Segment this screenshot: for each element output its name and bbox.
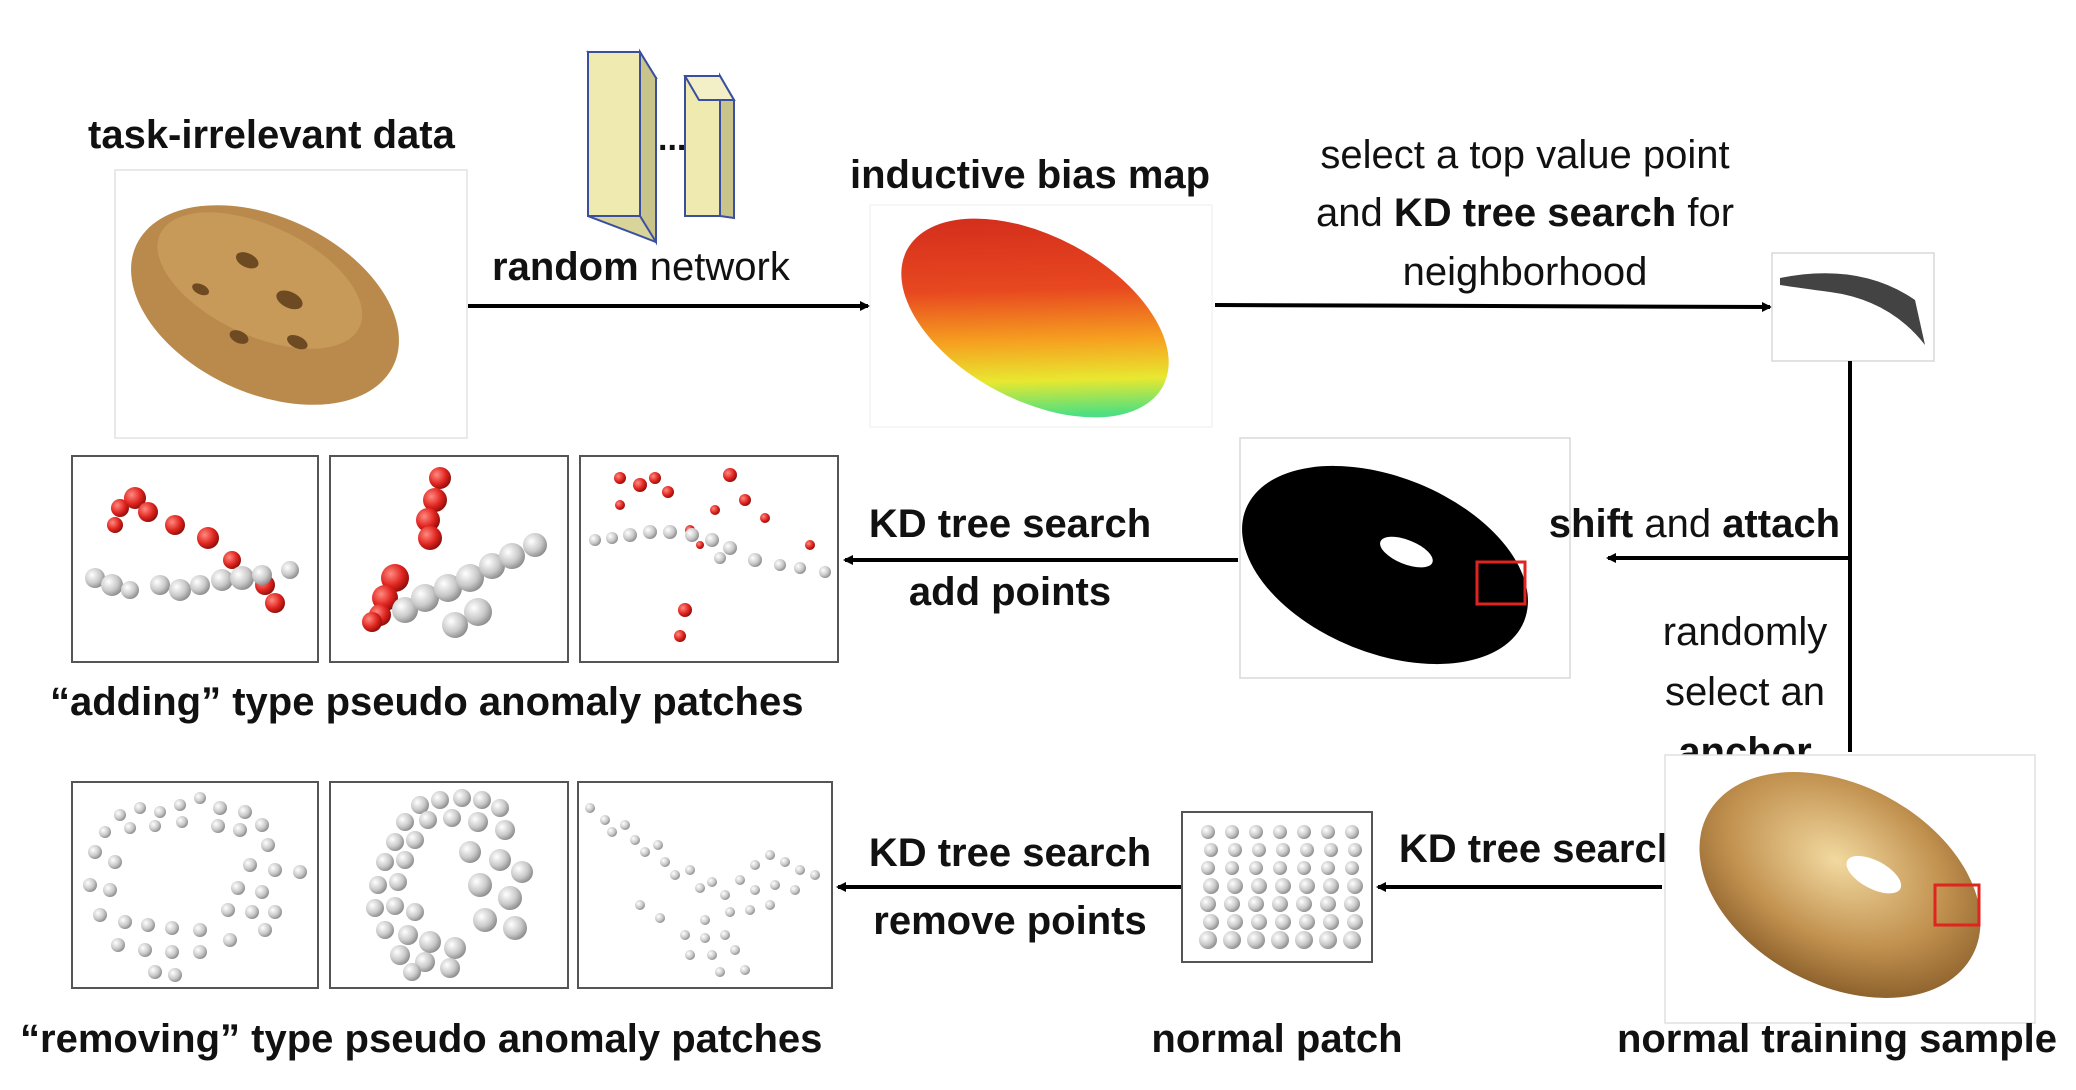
and-word-2: and: [1633, 502, 1722, 546]
normal-patch-point: [1225, 861, 1239, 875]
normal-patch-point: [1251, 914, 1267, 930]
removing-patch-2: [329, 781, 569, 989]
normal-patch-point: [1249, 861, 1263, 875]
adding-caption: “adding” type pseudo anomaly patches: [50, 680, 803, 724]
kd-tree-search-bold: KD tree search: [1394, 191, 1676, 235]
kd-remove-line2: remove points: [873, 899, 1146, 943]
normal-patch-point: [1223, 931, 1241, 949]
adding-patch-1: [71, 455, 319, 663]
removing-caption: “removing” type pseudo anomaly patches: [20, 1017, 822, 1061]
network-word: network: [639, 245, 791, 289]
normal-patch-point: [1323, 914, 1339, 930]
normal-patch-point: [1299, 878, 1315, 894]
normal-patch-point: [1248, 896, 1264, 912]
normal-patch-point: [1300, 843, 1314, 857]
select-top-value-line1: select a top value point: [1320, 133, 1729, 177]
shift-bold: shift: [1549, 502, 1633, 546]
removing-patch-3: [577, 781, 833, 989]
normal-patch-point: [1201, 825, 1215, 839]
and-word: and: [1316, 191, 1394, 235]
for-word: for: [1676, 191, 1734, 235]
random-network-label: random network: [492, 245, 791, 289]
normal-patch-point: [1249, 825, 1263, 839]
normal-patch-image: [1181, 811, 1373, 963]
randomly-line1: randomly: [1663, 610, 1828, 654]
normal-patch-point: [1347, 914, 1363, 930]
normal-patch-point: [1224, 896, 1240, 912]
normal-patch-point: [1324, 843, 1338, 857]
arrow-to-neighborhood: [1214, 301, 1772, 312]
adding-patch-3: [579, 455, 839, 663]
random-network-icon: [586, 48, 736, 246]
inductive-bias-map-image: [869, 204, 1213, 428]
normal-patch-point: [1272, 896, 1288, 912]
normal-patch-point: [1199, 931, 1217, 949]
select-top-value-line2: and KD tree search for: [1316, 191, 1734, 235]
inductive-bias-map-label: inductive bias map: [850, 153, 1210, 197]
normal-patch-point: [1200, 896, 1216, 912]
randomly-line2: select an: [1665, 670, 1825, 714]
normal-patch-point: [1273, 825, 1287, 839]
normal-patch-point: [1273, 861, 1287, 875]
normal-patch-point: [1225, 825, 1239, 839]
attach-bold: attach: [1722, 502, 1840, 546]
normal-patch-point: [1227, 914, 1243, 930]
normal-patch-point: [1296, 896, 1312, 912]
normal-patch-point: [1247, 931, 1265, 949]
normal-patch-point: [1345, 825, 1359, 839]
network-ellipsis: ...: [658, 120, 686, 158]
normal-patch-point: [1251, 878, 1267, 894]
normal-patch-point: [1276, 843, 1290, 857]
task-irrelevant-label: task-irrelevant data: [88, 113, 456, 157]
normal-patch-point: [1201, 861, 1215, 875]
task-irrelevant-image: [114, 169, 468, 439]
normal-patch-point: [1203, 878, 1219, 894]
normal-patch-point: [1275, 878, 1291, 894]
normal-patch-point: [1299, 914, 1315, 930]
normal-patch-point: [1347, 878, 1363, 894]
kd-add-line2: add points: [909, 570, 1111, 614]
shifted-patch-image: [1239, 437, 1571, 679]
normal-patch-point: [1203, 914, 1219, 930]
normal-patch-point: [1275, 914, 1291, 930]
normal-patch-point: [1323, 878, 1339, 894]
normal-training-sample-label: normal training sample: [1617, 1017, 2057, 1061]
normal-patch-point: [1344, 896, 1360, 912]
shift-attach-label: shift and attach: [1549, 502, 1840, 546]
normal-patch-point: [1345, 861, 1359, 875]
neighborhood-patch-image: [1771, 252, 1935, 362]
normal-patch-point: [1228, 843, 1242, 857]
normal-patch-point: [1297, 861, 1311, 875]
adding-patch-2: [329, 455, 569, 663]
select-top-value-line3: neighborhood: [1403, 250, 1648, 294]
kd-normal-label: KD tree search: [1399, 827, 1681, 871]
normal-patch-point: [1271, 931, 1289, 949]
anchor-box-sample: [1933, 883, 1981, 927]
random-bold: random: [492, 245, 639, 289]
normal-training-sample-image: [1664, 754, 2036, 1024]
normal-patch-point: [1343, 931, 1361, 949]
normal-patch-point: [1297, 825, 1311, 839]
kd-remove-line1: KD tree search: [869, 831, 1151, 875]
removing-patch-1: [71, 781, 319, 989]
anchor-box-shifted: [1475, 560, 1527, 606]
kd-add-line1: KD tree search: [869, 502, 1151, 546]
normal-patch-point: [1204, 843, 1218, 857]
normal-patch-label: normal patch: [1151, 1017, 1402, 1061]
normal-patch-point: [1319, 931, 1337, 949]
normal-patch-point: [1321, 825, 1335, 839]
normal-patch-point: [1321, 861, 1335, 875]
normal-patch-point: [1348, 843, 1362, 857]
normal-patch-point: [1252, 843, 1266, 857]
normal-patch-point: [1295, 931, 1313, 949]
normal-patch-point: [1227, 878, 1243, 894]
normal-patch-point: [1320, 896, 1336, 912]
